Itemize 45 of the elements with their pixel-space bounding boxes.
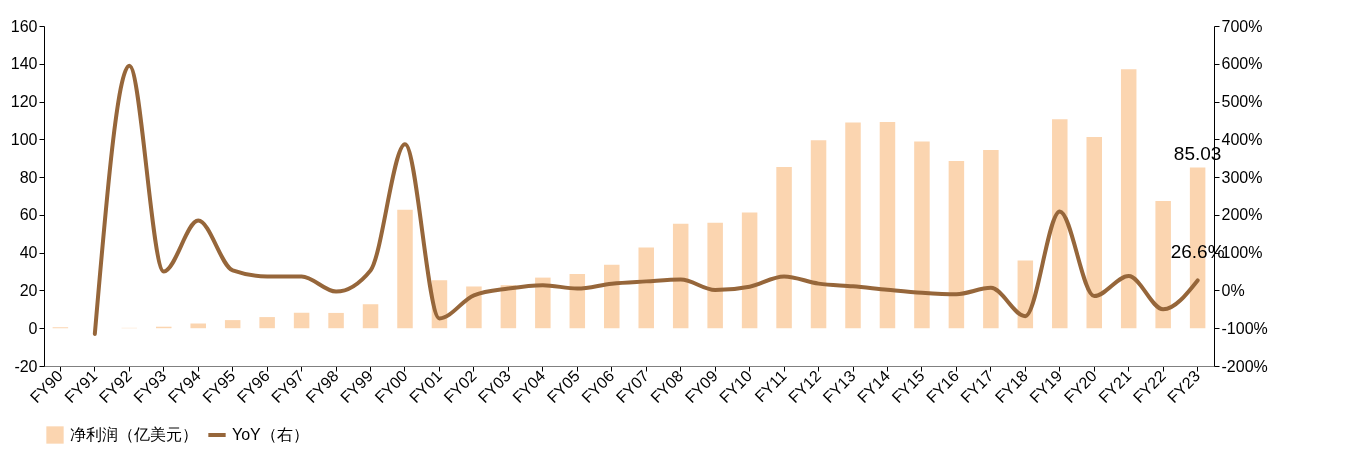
y2-tick-label: 400% xyxy=(1221,130,1263,148)
y-tick-label: 40 xyxy=(19,244,38,262)
bar xyxy=(604,264,620,329)
y2-tick-label: 700% xyxy=(1221,17,1263,35)
bar xyxy=(741,212,758,329)
bar xyxy=(948,161,965,329)
y2-tick-label: 300% xyxy=(1221,168,1263,186)
y2-tick-label: 200% xyxy=(1221,206,1263,224)
bar xyxy=(810,140,827,329)
bar xyxy=(776,167,792,329)
y-tick-label: 140 xyxy=(10,55,38,73)
bar xyxy=(362,304,379,329)
y-tick-label: 160 xyxy=(10,17,38,35)
y2-tick-label: 500% xyxy=(1221,93,1263,111)
y-tick-label: 100 xyxy=(10,130,38,148)
bar xyxy=(983,149,999,329)
y-tick-label: 120 xyxy=(10,93,38,111)
y-tick-label: 20 xyxy=(19,281,38,299)
y2-tick-label: 100% xyxy=(1221,244,1263,262)
y2-tick-label: 600% xyxy=(1221,55,1263,73)
y2-tick-label: -100% xyxy=(1221,319,1268,337)
y2-tick-label: 0% xyxy=(1221,281,1245,299)
y-tick-label: 60 xyxy=(19,206,38,224)
bar xyxy=(1052,119,1068,329)
bar xyxy=(707,222,723,329)
bar xyxy=(1086,137,1102,329)
legend-label: YoY（右） xyxy=(232,426,309,443)
bar xyxy=(672,223,689,329)
y-tick-label: -20 xyxy=(14,357,38,375)
bar xyxy=(259,317,275,329)
bar xyxy=(224,320,241,329)
bar xyxy=(397,209,413,329)
y-tick-label: 0 xyxy=(28,319,38,337)
bar xyxy=(914,141,930,329)
bar xyxy=(845,122,861,329)
bar xyxy=(638,247,654,329)
bar xyxy=(1120,69,1137,329)
bar xyxy=(328,312,344,329)
bar xyxy=(535,277,551,329)
legend-label: 净利润（亿美元） xyxy=(70,426,198,443)
bar xyxy=(293,312,310,329)
bar xyxy=(879,121,896,329)
y2-tick-label: -200% xyxy=(1221,357,1268,375)
y-tick-label: 80 xyxy=(19,168,38,186)
bar xyxy=(1155,200,1171,329)
